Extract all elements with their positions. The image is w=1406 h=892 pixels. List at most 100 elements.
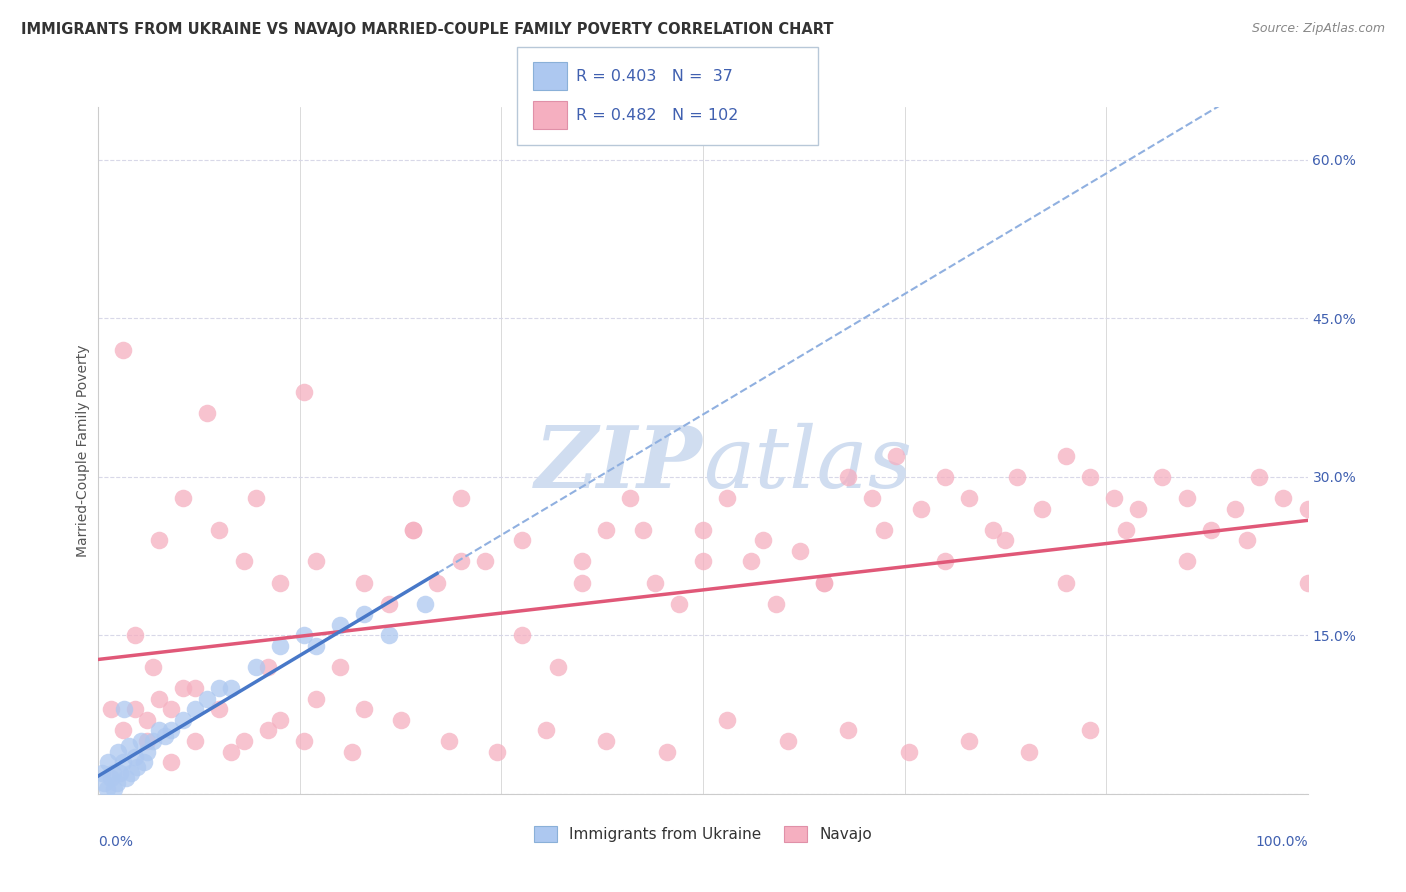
Point xyxy=(160,723,183,738)
Point xyxy=(342,745,364,759)
Point xyxy=(934,554,956,568)
Point xyxy=(860,491,883,505)
Point xyxy=(111,723,134,738)
Point xyxy=(184,681,207,696)
Point xyxy=(245,660,267,674)
Point xyxy=(160,702,183,716)
Point xyxy=(789,544,811,558)
Point xyxy=(160,755,183,769)
Point xyxy=(115,771,138,785)
Point xyxy=(1175,491,1198,505)
Point xyxy=(353,702,375,716)
Point xyxy=(118,739,141,754)
Point xyxy=(631,523,654,537)
Point xyxy=(1175,554,1198,568)
Point xyxy=(1296,575,1319,590)
Point xyxy=(134,755,156,769)
Point xyxy=(1102,491,1125,505)
Point xyxy=(1236,533,1258,548)
Point xyxy=(1007,470,1029,484)
Point xyxy=(450,554,472,568)
Text: R = 0.403   N =  37: R = 0.403 N = 37 xyxy=(576,70,734,84)
Point xyxy=(292,385,315,400)
Point xyxy=(120,765,142,780)
Point xyxy=(813,575,835,590)
Point xyxy=(957,734,980,748)
Point xyxy=(644,575,666,590)
Point xyxy=(305,639,328,653)
Point xyxy=(571,575,593,590)
Point xyxy=(184,702,207,716)
Point xyxy=(172,491,194,505)
Point xyxy=(245,491,267,505)
Point xyxy=(402,523,425,537)
Text: 100.0%: 100.0% xyxy=(1256,835,1308,849)
Point xyxy=(107,745,129,759)
Point xyxy=(1249,470,1271,484)
Point xyxy=(1031,501,1053,516)
Point xyxy=(129,734,152,748)
Y-axis label: Married-Couple Family Poverty: Married-Couple Family Poverty xyxy=(76,344,90,557)
Text: atlas: atlas xyxy=(703,423,912,506)
Point xyxy=(595,734,617,748)
Point xyxy=(172,713,194,727)
Point xyxy=(692,523,714,537)
Point xyxy=(172,681,194,696)
Point xyxy=(619,491,641,505)
Point xyxy=(897,745,920,759)
Point xyxy=(108,765,131,780)
Point xyxy=(547,660,569,674)
Point xyxy=(1054,449,1077,463)
Point xyxy=(124,628,146,642)
Point xyxy=(510,533,533,548)
Point xyxy=(97,755,120,769)
Legend: Immigrants from Ukraine, Navajo: Immigrants from Ukraine, Navajo xyxy=(527,820,879,848)
Point xyxy=(221,681,243,696)
Point xyxy=(221,745,243,759)
Point xyxy=(135,713,157,727)
Point xyxy=(135,734,157,748)
Point xyxy=(873,523,896,537)
Point xyxy=(813,575,835,590)
Point xyxy=(232,554,254,568)
Point xyxy=(100,771,122,785)
Point xyxy=(692,554,714,568)
Text: Source: ZipAtlas.com: Source: ZipAtlas.com xyxy=(1251,22,1385,36)
Point xyxy=(765,597,787,611)
Point xyxy=(595,523,617,537)
Point xyxy=(105,776,128,790)
Point xyxy=(1054,575,1077,590)
Point xyxy=(934,470,956,484)
Point xyxy=(1272,491,1295,505)
Point xyxy=(184,734,207,748)
Point xyxy=(1128,501,1150,516)
Point xyxy=(510,628,533,642)
Point xyxy=(1223,501,1246,516)
Point xyxy=(292,628,315,642)
Point xyxy=(269,575,291,590)
Point xyxy=(112,702,135,716)
Point xyxy=(292,734,315,748)
Point xyxy=(981,523,1004,537)
Point xyxy=(269,713,291,727)
Point xyxy=(886,449,908,463)
Point xyxy=(1199,523,1222,537)
Point xyxy=(910,501,932,516)
Point xyxy=(957,491,980,505)
Point xyxy=(153,729,176,743)
Point xyxy=(148,533,170,548)
Point xyxy=(269,639,291,653)
Point xyxy=(305,554,328,568)
Point xyxy=(353,575,375,590)
Point xyxy=(377,597,399,611)
Point xyxy=(740,554,762,568)
Point xyxy=(994,533,1017,548)
Text: ZIP: ZIP xyxy=(536,423,703,506)
Point xyxy=(208,681,231,696)
Point xyxy=(148,691,170,706)
Point xyxy=(329,660,352,674)
Point xyxy=(100,702,122,716)
Point xyxy=(437,734,460,748)
Point xyxy=(232,734,254,748)
Point xyxy=(135,745,157,759)
